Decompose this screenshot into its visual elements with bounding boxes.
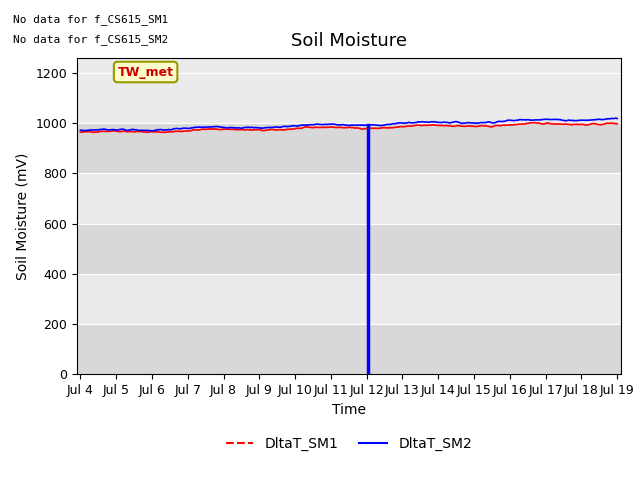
Legend: DltaT_SM1, DltaT_SM2: DltaT_SM1, DltaT_SM2 bbox=[220, 431, 477, 456]
Y-axis label: Soil Moisture (mV): Soil Moisture (mV) bbox=[15, 152, 29, 280]
Text: No data for f_CS615_SM2: No data for f_CS615_SM2 bbox=[13, 34, 168, 45]
Bar bbox=[77, 173, 621, 224]
Bar bbox=[77, 324, 621, 374]
Bar bbox=[77, 123, 621, 173]
Text: No data for f_CS615_SM1: No data for f_CS615_SM1 bbox=[13, 14, 168, 25]
Bar bbox=[77, 274, 621, 324]
X-axis label: Time: Time bbox=[332, 403, 366, 417]
Bar bbox=[77, 224, 621, 274]
Bar bbox=[77, 72, 621, 123]
Text: TW_met: TW_met bbox=[118, 66, 173, 79]
Title: Soil Moisture: Soil Moisture bbox=[291, 33, 407, 50]
